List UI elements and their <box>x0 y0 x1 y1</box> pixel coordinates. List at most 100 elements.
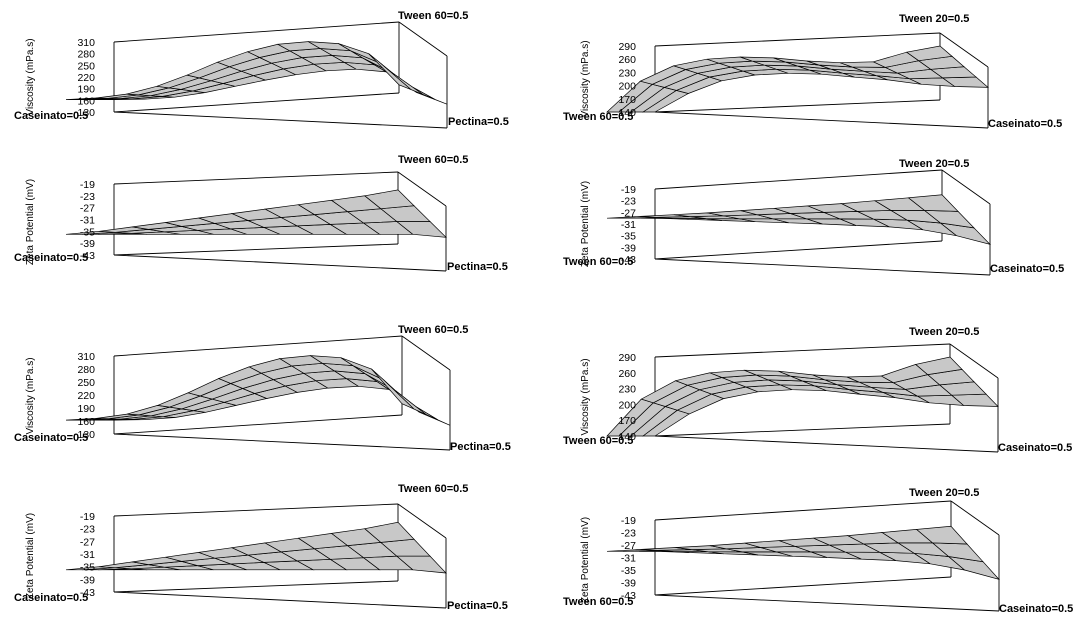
corner-label-top: Tween 60=0.5 <box>398 324 468 336</box>
z-tick-label: -27 <box>621 540 636 552</box>
corner-label-left: Tween 60=0.5 <box>563 596 633 608</box>
surface-panel-8: -19-23-27-31-35-39-43 Zeta Potential (mV)… <box>563 487 1073 615</box>
surface-mesh <box>606 525 1001 581</box>
z-tick-label: 200 <box>618 399 636 411</box>
corner-label-left: Caseinato=0.5 <box>14 432 88 444</box>
surface-mesh <box>65 355 451 426</box>
plot-box <box>654 32 989 129</box>
plot-box <box>113 503 447 609</box>
z-tick-label: 190 <box>77 84 95 96</box>
box-edge <box>113 111 448 129</box>
z-tick-label: -39 <box>80 238 95 250</box>
z-tick-label: -35 <box>80 226 95 238</box>
box-edge <box>654 423 951 437</box>
plot-box <box>654 169 991 276</box>
z-tick-label: -23 <box>621 196 636 208</box>
corner-label-top: Tween 60=0.5 <box>398 154 468 166</box>
box-edge <box>113 243 399 256</box>
z-tick-label: 290 <box>618 41 636 53</box>
z-tick-label: 160 <box>77 95 95 107</box>
surface-mesh <box>65 41 448 105</box>
z-tick-label: -23 <box>80 191 95 203</box>
z-tick-label: 140 <box>618 431 636 443</box>
z-axis-title: Viscosity (mPa.s) <box>25 38 36 115</box>
z-tick-label: -39 <box>80 574 95 586</box>
box-edge <box>654 169 943 190</box>
z-tick-label: -43 <box>621 590 636 602</box>
plot-box <box>113 171 447 272</box>
z-axis-title: Viscosity (mPa.s) <box>580 358 591 435</box>
corner-label-right: Caseinato=0.5 <box>999 603 1073 615</box>
corner-label-top: Tween 20=0.5 <box>899 13 969 25</box>
box-edge <box>654 111 989 129</box>
z-tick-label: 280 <box>77 49 95 61</box>
surface-cell <box>907 194 959 212</box>
corner-label-right: Caseinato=0.5 <box>998 442 1072 454</box>
z-tick-label: 230 <box>618 67 636 79</box>
z-axis-title: Zeta Potential (mV) <box>25 179 36 265</box>
plot-box <box>113 21 448 129</box>
box-edge <box>950 500 1000 536</box>
surface-cell <box>905 45 953 62</box>
z-axis-title: Zeta Potential (mV) <box>25 513 36 599</box>
box-edge <box>113 591 447 609</box>
z-tick-label: 230 <box>618 384 636 396</box>
z-tick-label: -23 <box>80 524 95 536</box>
z-tick-label: -43 <box>80 587 95 599</box>
z-tick-label: 170 <box>618 94 636 106</box>
box-edge <box>397 503 447 539</box>
z-tick-label: -27 <box>80 203 95 215</box>
z-tick-label: -31 <box>621 219 636 231</box>
surface-cell <box>915 525 968 545</box>
z-axis-title: Zeta Potential (mV) <box>580 181 591 267</box>
box-edge <box>654 435 999 453</box>
z-tick-label: 190 <box>77 403 95 415</box>
z-tick-label: -39 <box>621 578 636 590</box>
box-edge <box>113 21 400 43</box>
corner-label-right: Pectina=0.5 <box>448 116 509 128</box>
surface-mesh <box>606 194 992 246</box>
z-tick-label: -35 <box>621 565 636 577</box>
corner-label-top: Tween 60=0.5 <box>398 10 468 22</box>
box-edge <box>949 343 999 379</box>
box-edge <box>113 92 400 113</box>
z-axis-title: Viscosity (mPa.s) <box>25 357 36 434</box>
z-tick-label: -31 <box>80 215 95 227</box>
z-tick-label: 250 <box>77 60 95 72</box>
box-edge <box>398 21 448 57</box>
surface-cell <box>368 53 412 90</box>
z-tick-label: 310 <box>77 351 95 363</box>
box-edge <box>654 240 943 260</box>
box-edge <box>654 594 1000 612</box>
surface-cell <box>371 368 415 410</box>
z-tick-label: 140 <box>618 107 636 119</box>
surface-cell <box>380 63 424 95</box>
corner-label-top: Tween 20=0.5 <box>909 487 979 499</box>
box-edge <box>654 576 952 596</box>
z-tick-label: -19 <box>80 511 95 523</box>
box-edge <box>654 258 991 276</box>
z-tick-label: -19 <box>80 179 95 191</box>
box-edge <box>113 433 451 451</box>
z-tick-label: 310 <box>77 37 95 49</box>
box-edge <box>113 414 403 435</box>
corner-label-top: Tween 60=0.5 <box>398 483 468 495</box>
box-edge <box>654 32 941 47</box>
z-tick-label: -35 <box>621 231 636 243</box>
corner-label-right: Caseinato=0.5 <box>990 263 1064 275</box>
surface-panel-7: -19-23-27-31-35-39-43 Zeta Potential (mV)… <box>14 483 508 612</box>
box-edge <box>941 169 991 205</box>
box-edge <box>113 254 447 272</box>
z-tick-label: -39 <box>621 242 636 254</box>
z-axis-title: Viscosity (mPa.s) <box>580 40 591 117</box>
z-tick-label: -43 <box>621 254 636 266</box>
corner-label-left: Caseinato=0.5 <box>14 592 88 604</box>
z-tick-label: -31 <box>621 553 636 565</box>
z-tick-label: 280 <box>77 364 95 376</box>
z-tick-label: 260 <box>618 368 636 380</box>
box-edge <box>113 580 399 593</box>
